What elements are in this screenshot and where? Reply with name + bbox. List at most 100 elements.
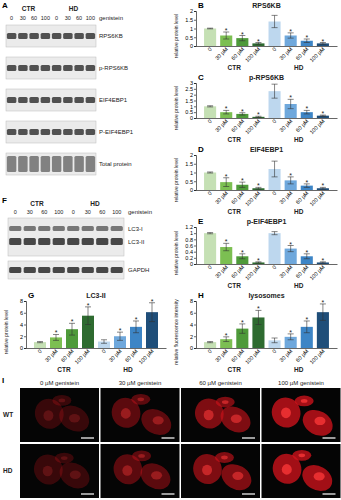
perinuclear-stain xyxy=(298,453,305,457)
y-tick-mark xyxy=(24,301,26,302)
significance-star: * xyxy=(257,182,260,189)
x-axis-line xyxy=(197,46,338,47)
lane-label: 60 xyxy=(76,15,82,21)
group-label: CTR xyxy=(30,200,44,207)
perinuclear-stain xyxy=(222,400,229,404)
y-tick-mark xyxy=(194,83,196,84)
x-tick-label: 30 µM xyxy=(278,46,293,61)
blot-band xyxy=(52,129,61,135)
group-label: HD xyxy=(294,208,304,215)
blot-band xyxy=(52,33,61,39)
x-tick: 30 µM xyxy=(214,348,229,363)
x-tick: 0 xyxy=(36,348,42,354)
y-tick-mark xyxy=(24,313,26,314)
blot-band xyxy=(96,267,108,273)
blot-band xyxy=(41,97,50,103)
y-tick: 2 xyxy=(190,334,196,340)
y-tick: 0 xyxy=(190,43,196,49)
error-line xyxy=(274,232,275,235)
blot-band xyxy=(38,238,50,245)
y-tick-label: 0.6 xyxy=(185,243,193,249)
y-axis-line xyxy=(194,302,197,349)
y-tick-label: 6 xyxy=(190,310,193,316)
y-tick-label: 1 xyxy=(190,104,193,110)
blot-band xyxy=(74,97,83,103)
blot-membrane xyxy=(8,261,124,279)
panel-letter: C xyxy=(198,73,204,82)
significance-star: * xyxy=(55,329,58,336)
x-tick: 30 µM xyxy=(214,46,229,61)
scale-bar xyxy=(242,437,255,438)
y-tick-mark xyxy=(194,264,196,265)
cell-stain xyxy=(132,450,151,461)
blot-band xyxy=(7,129,16,135)
micrograph-image xyxy=(181,388,260,442)
blot-band xyxy=(41,65,50,71)
y-tick-label: 0 xyxy=(190,261,193,267)
y-tick-mark xyxy=(194,348,196,349)
blot-band xyxy=(74,129,83,135)
y-tick-label: 0.5 xyxy=(185,109,193,115)
error-bar xyxy=(85,307,91,325)
perinuclear-stain xyxy=(202,465,212,476)
image-background xyxy=(181,388,260,442)
x-tick: 30 µM xyxy=(214,264,229,279)
y-tick: 2 xyxy=(20,334,26,340)
blot-membrane xyxy=(8,218,124,256)
error-cap xyxy=(272,231,278,232)
x-tick-label: 0 xyxy=(271,46,277,52)
column-label: 30 µM genistein xyxy=(119,380,161,386)
error-cap xyxy=(272,15,278,16)
significance-star: * xyxy=(257,38,260,45)
x-tick-label: 30 µM xyxy=(214,190,229,205)
significance-star: * xyxy=(305,105,308,112)
blot-band xyxy=(9,267,21,273)
treatment-label: genistein xyxy=(128,209,152,215)
blot-band xyxy=(9,226,21,231)
blot-band xyxy=(82,226,94,231)
blot-band xyxy=(52,97,61,103)
x-tick: 30 µM xyxy=(214,190,229,205)
x-tick-label: 100 µM xyxy=(308,190,326,208)
error-cap xyxy=(101,343,107,344)
lane-label: 100 xyxy=(41,15,50,21)
significance-star: * xyxy=(135,316,138,323)
x-tick-label: 0 xyxy=(206,264,212,270)
error-cap xyxy=(272,84,278,85)
row-label: GAPDH xyxy=(128,267,149,273)
y-tick-mark xyxy=(194,46,196,47)
y-tick-label: 1.5 xyxy=(185,17,193,23)
plot-marks xyxy=(204,161,329,190)
perinuclear-stain xyxy=(314,472,325,480)
x-tick-label: 30 µM xyxy=(108,348,123,363)
error-cap xyxy=(304,332,310,333)
treatment-label: genistein xyxy=(99,15,123,21)
x-tick: 0 xyxy=(271,348,277,354)
error-line xyxy=(274,161,275,177)
y-tick: 1 xyxy=(190,170,196,176)
significance-star: * xyxy=(289,94,292,101)
lane-label: 100 xyxy=(112,209,121,215)
row-label: HD xyxy=(3,467,13,474)
scale-bar xyxy=(323,437,336,438)
perinuclear-stain xyxy=(137,397,144,401)
y-axis-line xyxy=(194,228,197,265)
bar-chart: ***CTR***HD00.511.52030 µM60 µM100 µM030… xyxy=(173,2,338,71)
error-cap xyxy=(133,332,139,333)
error-bar xyxy=(149,303,155,322)
y-tick: 0.8 xyxy=(185,237,196,243)
perinuclear-stain xyxy=(122,465,132,476)
significance-star: * xyxy=(289,28,292,35)
group-label: CTR xyxy=(228,282,242,289)
blot-band xyxy=(7,65,16,71)
x-tick-label: 100 µM xyxy=(308,348,326,366)
x-tick: 30 µM xyxy=(108,348,123,363)
image-background xyxy=(262,388,341,442)
scale-bar xyxy=(162,493,175,494)
error-cap xyxy=(288,38,294,39)
y-tick: 1.5 xyxy=(185,98,196,104)
x-tick-label: 100 µM xyxy=(308,264,326,282)
cell-stain xyxy=(131,394,150,405)
blot-band xyxy=(63,33,72,39)
error-bar xyxy=(207,342,213,343)
